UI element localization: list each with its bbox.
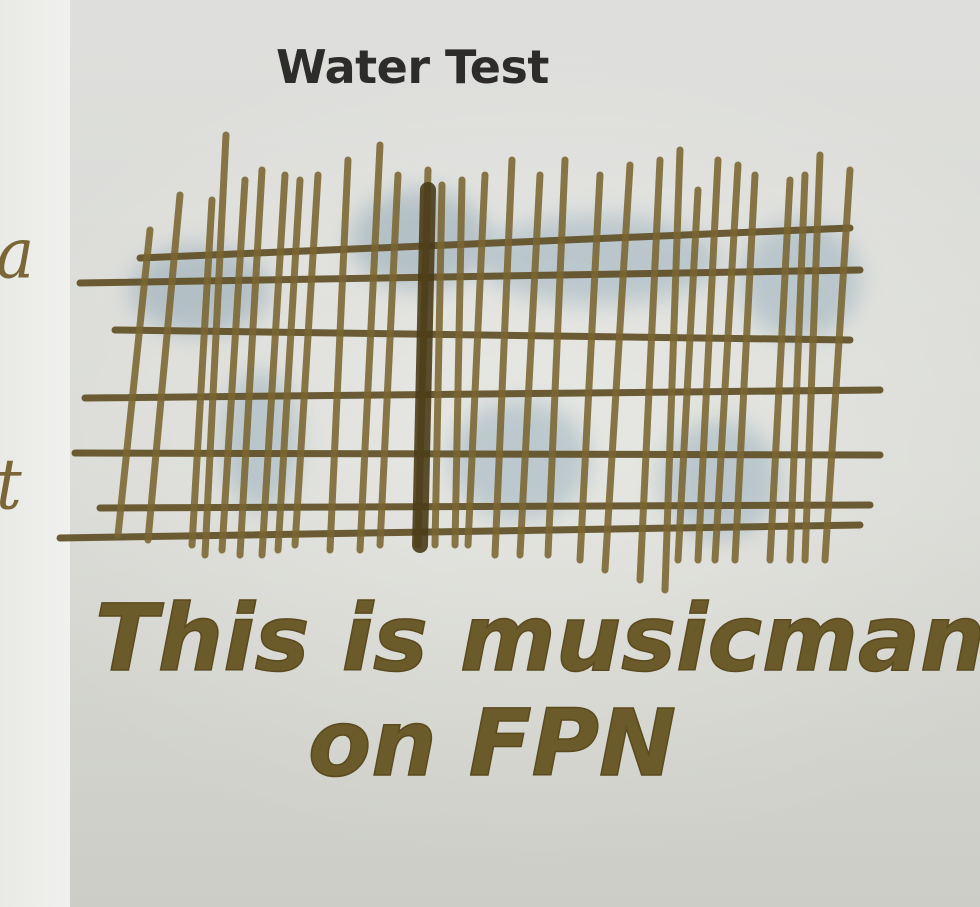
page-title: Water Test <box>276 40 549 94</box>
adjacent-page-edge <box>0 0 70 907</box>
handwriting-line-1: This is musicman123 <box>95 585 980 692</box>
adjacent-page-handwriting: at <box>0 139 34 601</box>
handwriting-line-2: on FPN <box>308 690 676 797</box>
dark-ink-stroke <box>412 182 436 553</box>
vertical-ink-lines <box>114 131 854 594</box>
